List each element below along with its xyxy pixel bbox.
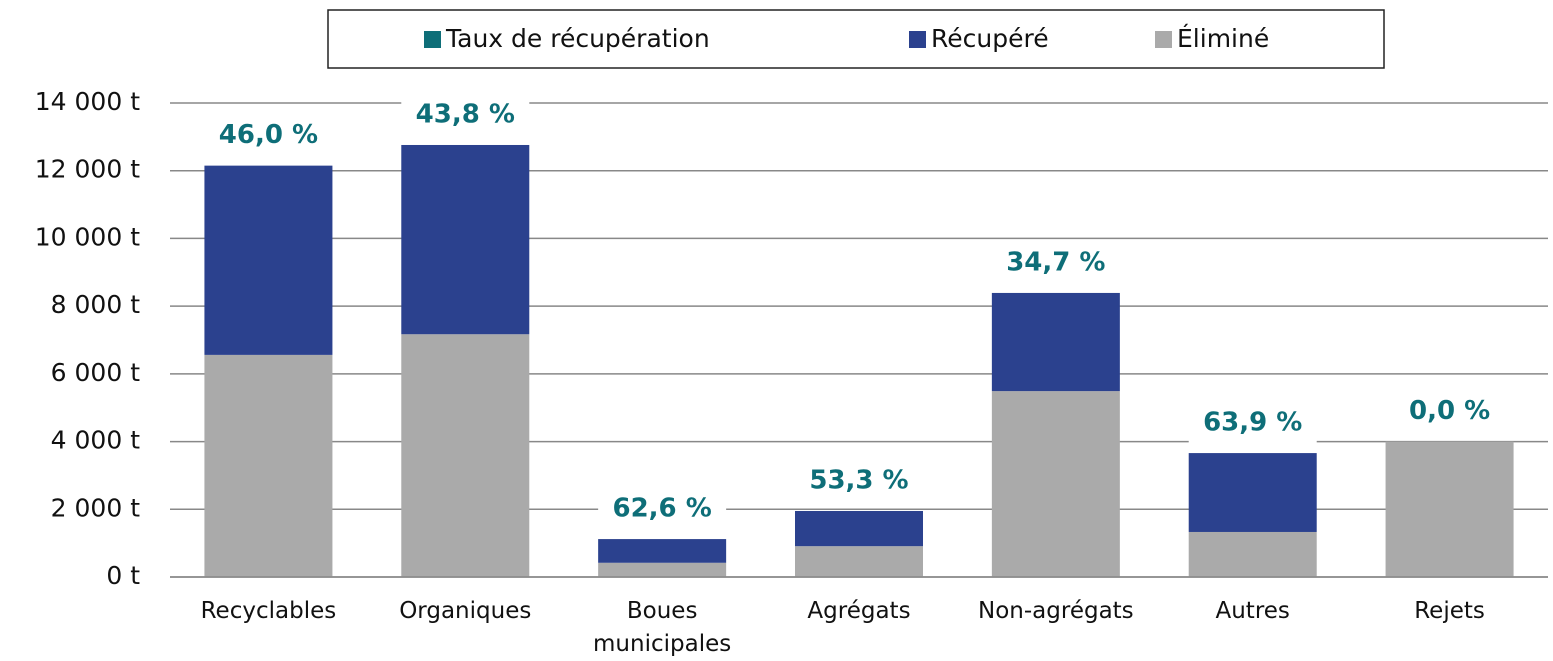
legend-swatch — [1155, 31, 1172, 48]
data-label-bg — [1188, 403, 1317, 444]
legend-swatch — [424, 31, 441, 48]
x-tick-label: Boues municipales — [593, 598, 732, 657]
y-tick-label: 2 000 t — [51, 493, 141, 522]
data-label: 53,3 % — [809, 465, 908, 495]
bar-segment — [1188, 531, 1317, 577]
y-tick-label: 12 000 t — [35, 155, 140, 184]
y-tick-label: 4 000 t — [51, 426, 141, 455]
legend-label: Éliminé — [1177, 24, 1269, 53]
legend-label: Récupéré — [931, 24, 1049, 53]
legend-box — [327, 9, 1385, 69]
x-tick-label: Rejets — [1414, 598, 1485, 624]
legend-swatch — [909, 31, 926, 48]
bar-segment — [1188, 453, 1317, 532]
bar-segment — [204, 165, 333, 355]
data-label-bg — [795, 460, 923, 501]
data-label-bg — [598, 489, 727, 530]
x-tick-label: Non-agrégats — [978, 598, 1134, 624]
bar-segment — [795, 510, 923, 547]
data-label: 34,7 % — [1006, 247, 1105, 277]
y-tick-label: 8 000 t — [51, 290, 141, 319]
data-label: 43,8 % — [416, 99, 515, 129]
data-label-bg — [1385, 391, 1514, 432]
y-tick-label: 10 000 t — [35, 222, 140, 251]
data-label-bg — [401, 94, 530, 135]
data-label-bg — [991, 242, 1120, 283]
bar-segment — [401, 334, 530, 577]
x-tick-label: Recyclables — [200, 598, 337, 624]
bar-segment — [598, 539, 727, 563]
bar-segment — [598, 562, 727, 577]
x-tick-label: Agrégats — [807, 598, 911, 624]
bar-segment — [991, 292, 1120, 392]
bar-segment — [401, 144, 530, 335]
x-tick-label: Autres — [1215, 598, 1290, 624]
y-tick-label: 14 000 t — [35, 87, 140, 116]
bar-segment — [204, 354, 333, 577]
bar-segment — [1385, 441, 1514, 577]
legend-label: Taux de récupération — [445, 24, 710, 53]
y-tick-label: 0 t — [106, 561, 140, 590]
data-label: 0,0 % — [1409, 396, 1490, 426]
data-label-bg — [204, 115, 333, 156]
bar-segment — [991, 391, 1120, 577]
data-label: 63,9 % — [1203, 408, 1302, 438]
data-label: 62,6 % — [613, 494, 712, 524]
data-label: 46,0 % — [219, 120, 318, 150]
bar-segment — [795, 546, 923, 577]
y-tick-label: 6 000 t — [51, 358, 141, 387]
x-tick-label: Organiques — [399, 598, 532, 624]
